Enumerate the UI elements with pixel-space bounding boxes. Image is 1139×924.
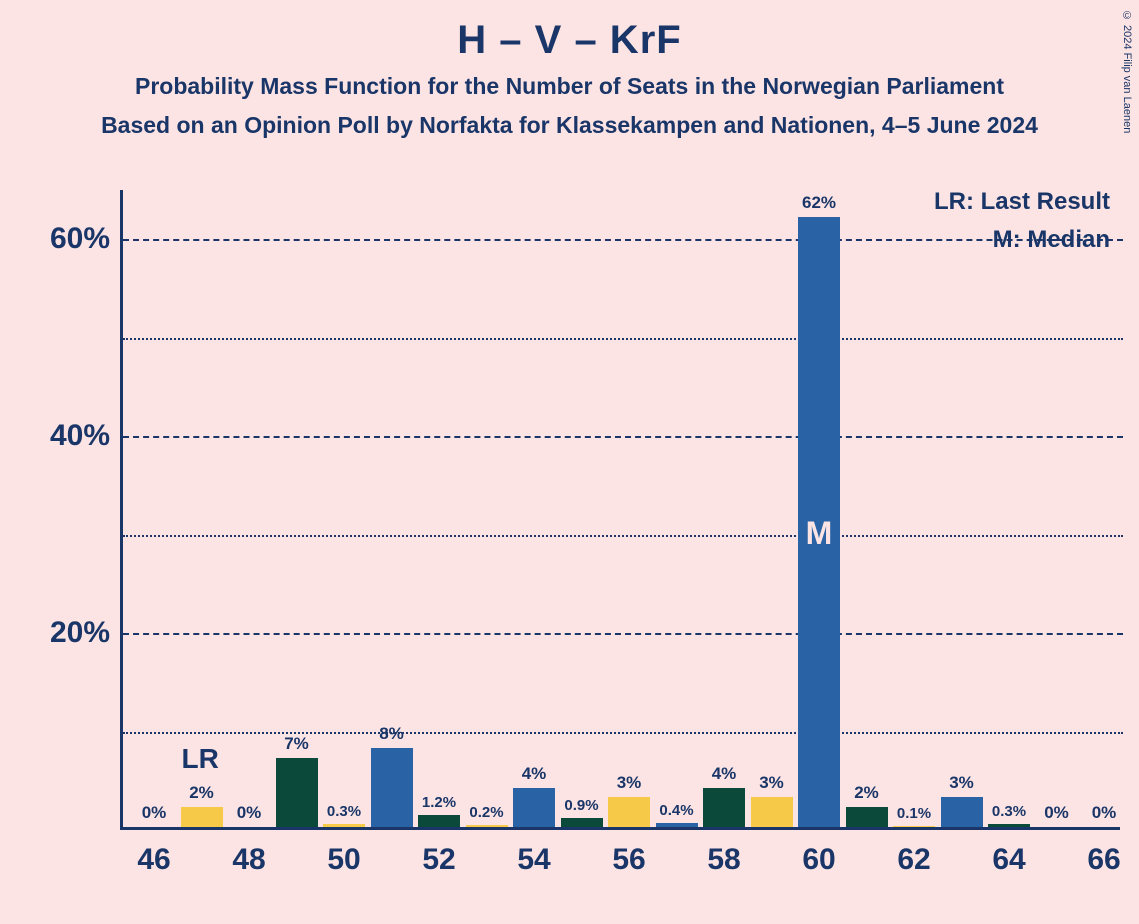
gridline-minor	[123, 732, 1123, 734]
x-axis-label: 50	[327, 843, 360, 877]
x-axis-label: 64	[992, 843, 1025, 877]
bar	[323, 824, 365, 827]
bar	[988, 824, 1030, 827]
gridline-minor	[123, 338, 1123, 340]
bar-value-label: 7%	[284, 734, 309, 754]
bar-value-label: 3%	[949, 773, 974, 793]
gridline-major	[123, 436, 1123, 438]
chart-title: H – V – KrF	[0, 0, 1139, 63]
bar-value-label: 2%	[189, 783, 214, 803]
bar-value-label: 62%	[802, 193, 836, 213]
x-axis-label: 66	[1087, 843, 1120, 877]
bar-value-label: 0%	[237, 803, 262, 823]
median-marker: M	[806, 515, 833, 552]
bar-value-label: 4%	[712, 764, 737, 784]
bar	[893, 826, 935, 827]
bar	[751, 797, 793, 827]
bar-value-label: 0.4%	[659, 802, 693, 819]
bar-value-label: 8%	[379, 724, 404, 744]
bar-value-label: 0%	[142, 803, 167, 823]
chart-subtitle-1: Probability Mass Function for the Number…	[0, 73, 1139, 100]
bar	[371, 748, 413, 827]
bar	[513, 788, 555, 827]
bar	[703, 788, 745, 827]
bar	[418, 815, 460, 827]
bar-value-label: 1.2%	[422, 794, 456, 811]
legend-last-result: LR: Last Result	[934, 188, 1110, 216]
last-result-marker: LR	[182, 743, 219, 775]
bar-value-label: 0%	[1092, 803, 1117, 823]
bar	[608, 797, 650, 827]
bar-value-label: 0.9%	[564, 797, 598, 814]
bar-value-label: 3%	[759, 773, 784, 793]
x-axis-label: 52	[422, 843, 455, 877]
bar	[656, 823, 698, 827]
bar-value-label: 0%	[1044, 803, 1069, 823]
chart-subtitle-2: Based on an Opinion Poll by Norfakta for…	[0, 112, 1139, 139]
bar-value-label: 0.3%	[992, 803, 1026, 820]
bar-value-label: 2%	[854, 783, 879, 803]
chart-area: 20%40%60%46485052545658606264660%2%0%7%0…	[120, 190, 1120, 830]
x-axis-label: 58	[707, 843, 740, 877]
x-axis-label: 54	[517, 843, 550, 877]
bar-value-label: 0.3%	[327, 803, 361, 820]
x-axis-label: 62	[897, 843, 930, 877]
gridline-major	[123, 633, 1123, 635]
gridline-minor	[123, 535, 1123, 537]
y-axis-label: 40%	[20, 419, 110, 453]
bar-value-label: 4%	[522, 764, 547, 784]
bar	[561, 818, 603, 827]
y-axis-label: 60%	[20, 222, 110, 256]
bar	[181, 807, 223, 827]
bar	[941, 797, 983, 827]
x-axis-label: 56	[612, 843, 645, 877]
copyright-text: © 2024 Filip van Laenen	[1121, 10, 1133, 133]
x-axis-label: 60	[802, 843, 835, 877]
y-axis-label: 20%	[20, 616, 110, 650]
gridline-major	[123, 239, 1123, 241]
bar-value-label: 0.2%	[469, 804, 503, 821]
bar-value-label: 0.1%	[897, 805, 931, 822]
plot-region: 20%40%60%46485052545658606264660%2%0%7%0…	[120, 190, 1120, 830]
legend-median: M: Median	[993, 226, 1110, 254]
x-axis-label: 48	[232, 843, 265, 877]
bar	[846, 807, 888, 827]
bar-value-label: 3%	[617, 773, 642, 793]
x-axis-label: 46	[137, 843, 170, 877]
bar	[466, 825, 508, 827]
bar	[276, 758, 318, 827]
